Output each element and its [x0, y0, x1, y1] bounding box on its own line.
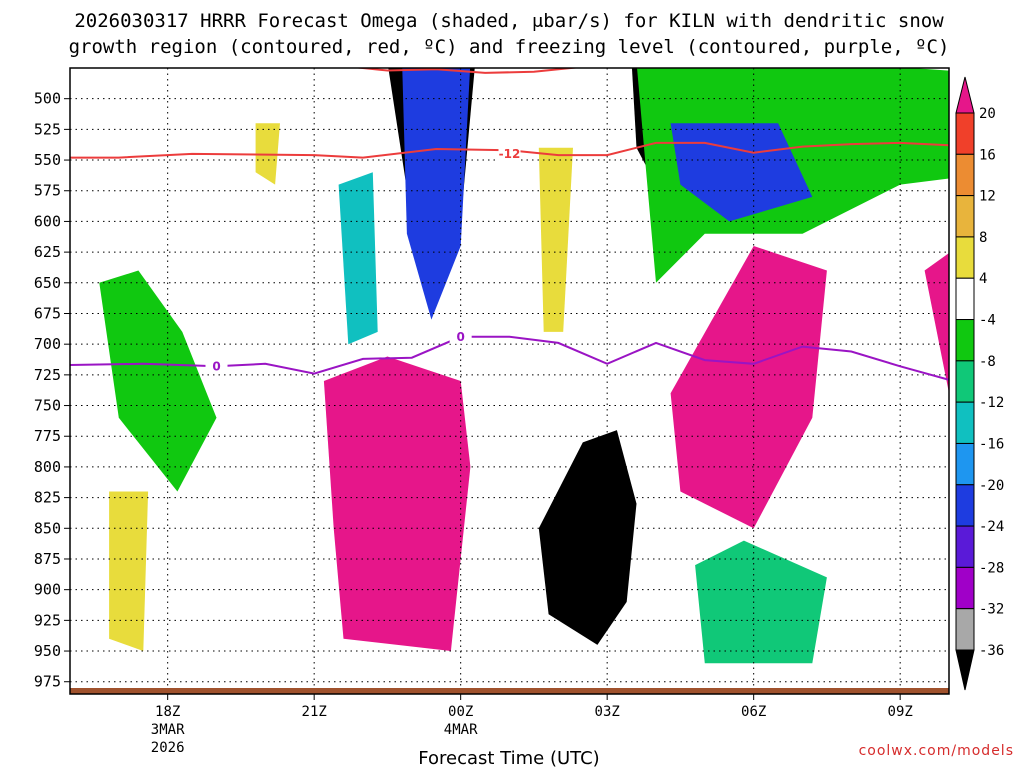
omega-region-10 — [99, 270, 217, 492]
freezing-contour-label-1: 0 — [212, 359, 220, 373]
colorbar-label-6: -8 — [979, 354, 996, 370]
y-tick-label-525: 525 — [34, 120, 61, 138]
x-tick-label-18Z: 18Z — [155, 704, 180, 720]
omega-region-6 — [924, 253, 949, 394]
omega-region-7 — [109, 491, 149, 651]
colorbar-label-2: 12 — [979, 189, 996, 205]
x-axis-label: Forecast Time (UTC) — [418, 748, 599, 768]
y-axis: 500 525 550 575 600 625 650 675 700 725 750 775 800 8… — [34, 90, 70, 691]
y-tick-label-900: 900 — [34, 581, 61, 599]
omega-region-4 — [323, 356, 471, 651]
colorbar-label-10: -24 — [979, 519, 1004, 535]
y-tick-label-975: 975 — [34, 673, 61, 691]
y-tick-label-650: 650 — [34, 274, 61, 292]
x-tick-year-18Z: 2026 — [151, 740, 185, 756]
dgz-contour-label: -12 — [499, 147, 521, 161]
colorbar-label-0: 20 — [979, 106, 996, 122]
grid-lines — [70, 68, 949, 694]
y-tick-label-925: 925 — [34, 611, 61, 629]
omega-shading — [99, 68, 949, 664]
plot-frame — [69, 67, 950, 695]
contours: -12 0 0 — [70, 68, 949, 381]
colorbar-segment-11 — [955, 566, 975, 610]
y-tick-label-725: 725 — [34, 366, 61, 384]
omega-region-15 — [695, 540, 827, 664]
y-tick-label-700: 700 — [34, 335, 61, 353]
chart-title-line1: 2026030317 HRRR Forecast Omega (shaded, … — [74, 10, 944, 32]
colorbar-label-3: 8 — [979, 230, 987, 246]
colorbar-label-5: -4 — [979, 313, 996, 329]
colorbar-segment-0 — [955, 112, 975, 155]
omega-region-5 — [670, 246, 827, 529]
colorbar-label-1: 16 — [979, 147, 996, 163]
y-tick-label-500: 500 — [34, 90, 61, 108]
colorbar-segment-4 — [955, 277, 975, 321]
colorbar-segment-12 — [955, 608, 975, 651]
dgz-contour-line — [70, 141, 949, 159]
colorbar-segment-7 — [955, 401, 975, 444]
colorbar-label-9: -20 — [979, 478, 1004, 494]
colorbar-segment-1 — [955, 153, 975, 197]
y-tick-label-950: 950 — [34, 642, 61, 660]
colorbar-under-triangle — [955, 649, 975, 691]
y-tick-label-625: 625 — [34, 243, 61, 261]
colorbar-label-4: 4 — [979, 271, 987, 287]
freezing-contour-label-1-bg — [205, 359, 228, 374]
dgz-contour-label-bg — [498, 146, 521, 161]
y-tick-label-800: 800 — [34, 458, 61, 476]
x-tick-label-03Z: 03Z — [595, 704, 620, 720]
omega-region-3 — [538, 430, 637, 645]
y-tick-label-850: 850 — [34, 519, 61, 537]
freezing-level-contour-line — [70, 335, 949, 381]
colorbar-segment-8 — [955, 442, 975, 486]
y-tick-label-600: 600 — [34, 212, 61, 230]
y-tick-label-550: 550 — [34, 151, 61, 169]
colorbar-label-13: -36 — [979, 643, 1004, 659]
freezing-contour-label-2-bg — [449, 329, 472, 344]
x-tick-label-21Z: 21Z — [302, 704, 327, 720]
y-tick-label-675: 675 — [34, 304, 61, 322]
colorbar-segment-5 — [955, 319, 975, 362]
plot-area: -12 0 0 — [69, 67, 950, 695]
y-tick-label-775: 775 — [34, 427, 61, 445]
chart-title-line2: growth region (contoured, red, ºC) and f… — [69, 36, 950, 58]
omega-region-12 — [338, 172, 378, 345]
colorbar: 20 16 12 8 4 -4 -8 -12 -16 -20 -24 -28 -32 -36 — [955, 76, 1004, 691]
omega-region-13 — [402, 68, 471, 320]
colorbar-segment-9 — [955, 484, 975, 527]
omega-region-9 — [538, 147, 573, 332]
colorbar-segment-2 — [955, 195, 975, 238]
x-tick-date-00Z: 4MAR — [444, 722, 478, 738]
ground-strip — [70, 688, 949, 694]
colorbar-segment-3 — [955, 236, 975, 279]
colorbar-segment-10 — [955, 525, 975, 568]
x-tick-label-09Z: 09Z — [888, 704, 913, 720]
colorbar-label-7: -12 — [979, 395, 1004, 411]
x-tick-label-00Z: 00Z — [448, 704, 473, 720]
freezing-contour-label-2: 0 — [456, 330, 464, 344]
y-tick-label-575: 575 — [34, 182, 61, 200]
credit-text: coolwx.com/models — [859, 743, 1014, 759]
y-tick-label-875: 875 — [34, 550, 61, 568]
omega-region-14 — [670, 123, 813, 222]
dgz-top-contour-line — [353, 68, 581, 74]
colorbar-over-triangle — [955, 76, 975, 114]
y-tick-label-825: 825 — [34, 489, 61, 507]
colorbar-label-12: -32 — [979, 602, 1004, 618]
x-axis: 18Z 3MAR 2026 21Z 00Z 4MAR 03Z 06Z 09Z — [151, 694, 913, 756]
colorbar-label-8: -16 — [979, 436, 1004, 452]
y-tick-label-750: 750 — [34, 397, 61, 415]
x-tick-label-06Z: 06Z — [741, 704, 766, 720]
colorbar-segment-6 — [955, 360, 975, 403]
colorbar-label-11: -28 — [979, 560, 1004, 576]
x-tick-date-18Z: 3MAR — [151, 722, 185, 738]
